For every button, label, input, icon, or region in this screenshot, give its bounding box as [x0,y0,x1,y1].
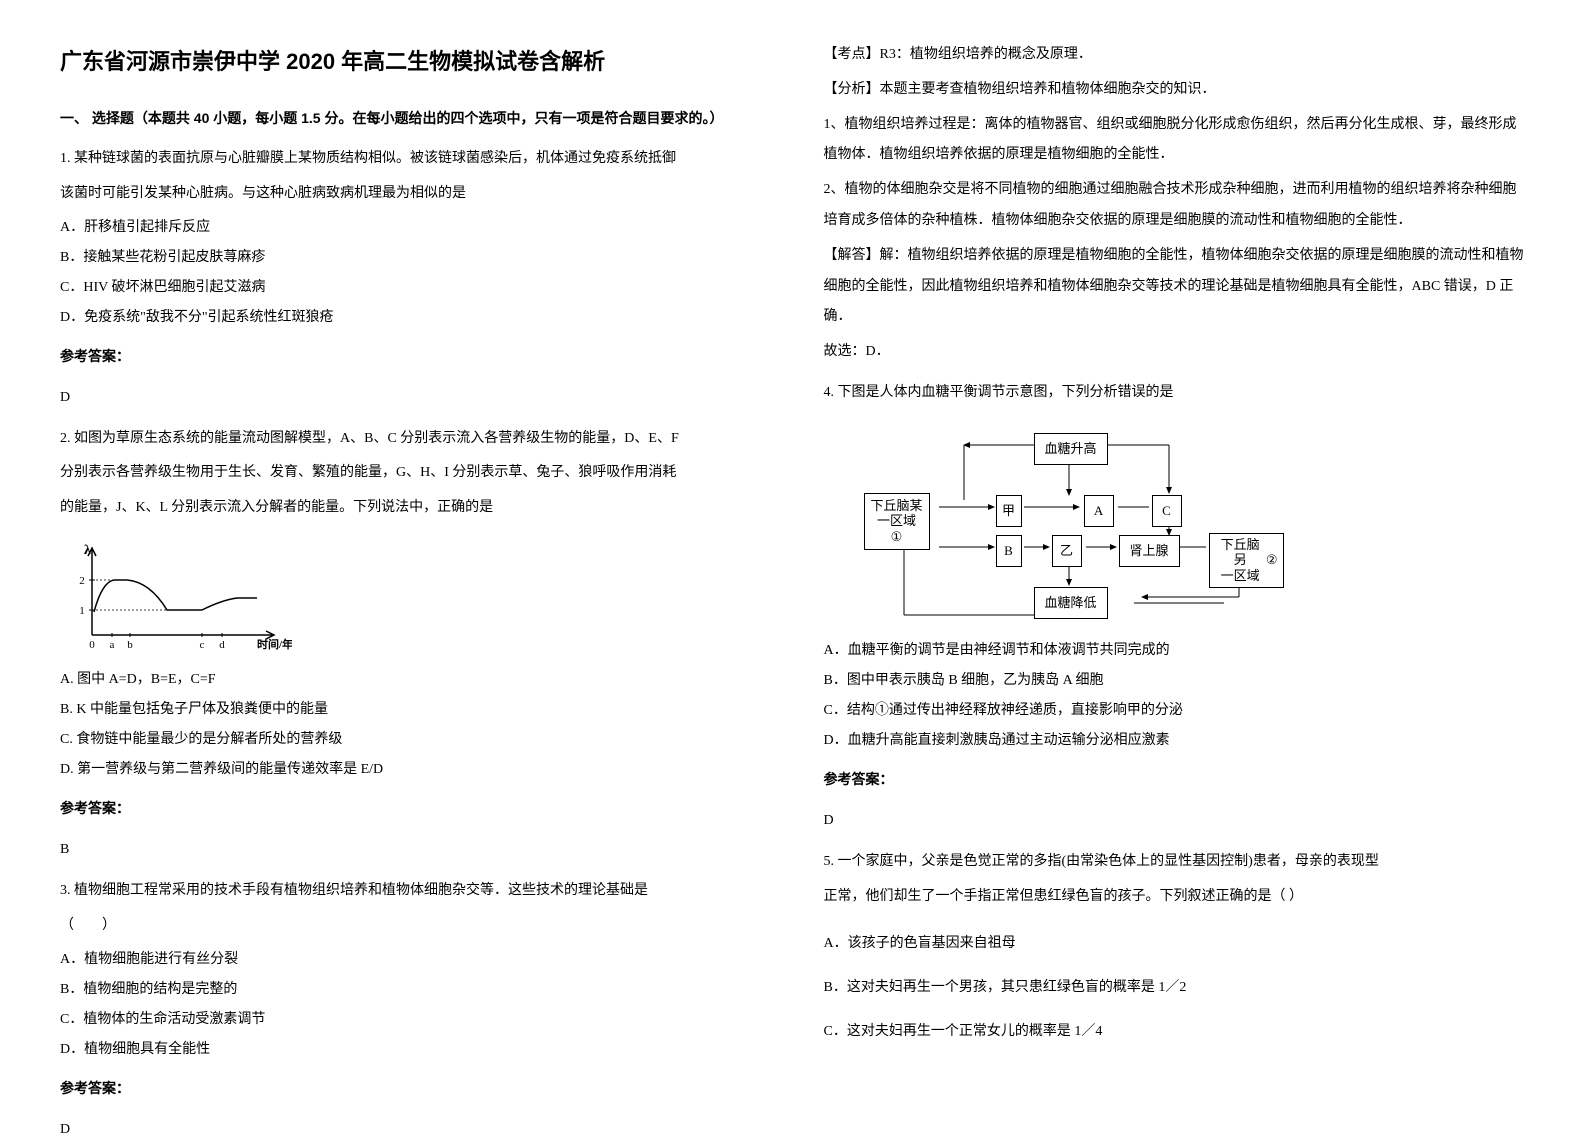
q2-chart-svg: 1 2 λ 0 a b c d 时间/年 [72,540,292,660]
q4-answer: D [824,807,1528,835]
q3-answer-label: 参考答案： [60,1074,764,1102]
diagram-box-yi: 乙 [1052,535,1082,567]
q4-option-a: A．血糖平衡的调节是由神经调节和体液调节共同完成的 [824,637,1528,665]
q4-stem: 4. 下图是人体内血糖平衡调节示意图，下列分析错误的是 [824,378,1528,409]
analysis-p1: 1、植物组织培养过程是：离体的植物器官、组织或细胞脱分化形成愈伤组织，然后再分化… [824,110,1528,172]
analysis-jieda2: 故选：D． [824,337,1528,368]
q5-option-b: B．这对夫妇再生一个男孩，其只患红绿色盲的概率是 1／2 [824,974,1528,1002]
q5-option-c: C．这对夫妇再生一个正常女儿的概率是 1／4 [824,1018,1528,1046]
q4-option-b: B．图中甲表示胰岛 B 细胞，乙为胰岛 A 细胞 [824,667,1528,695]
q2-stem1: 2. 如图为草原生态系统的能量流动图解模型，A、B、C 分别表示流入各营养级生物… [60,424,764,455]
q4-option-c: C．结构①通过传出神经释放神经递质，直接影响甲的分泌 [824,697,1528,725]
diagram-box-bottom: 血糖降低 [1034,587,1108,619]
q3-stem2: （ ） [60,911,764,942]
q5-option-a: A．该孩子的色盲基因来自祖母 [824,930,1528,958]
svg-text:a: a [110,639,115,651]
q2-chart: 1 2 λ 0 a b c d 时间/年 [72,540,764,660]
svg-text:时间/年: 时间/年 [257,637,292,651]
q3-option-b: B．植物细胞的结构是完整的 [60,976,764,1004]
q1-option-c: C．HIV 破坏淋巴细胞引起艾滋病 [60,274,764,302]
diagram-box-a: A [1084,495,1114,527]
q2-option-a: A. 图中 A=D，B=E，C=F [60,666,764,694]
q1-stem2: 该菌时可能引发某种心脏病。与这种心脏病致病机理最为相似的是 [60,179,764,210]
diagram-box-right: 下丘脑另一区域② [1209,533,1284,588]
q2-option-b: B. K 中能量包括兔子尸体及狼粪便中的能量 [60,696,764,724]
diagram-box-b: B [996,535,1022,567]
q3-option-a: A．植物细胞能进行有丝分裂 [60,946,764,974]
q4-option-d: D．血糖升高能直接刺激胰岛通过主动运输分泌相应激素 [824,727,1528,755]
q3-option-c: C．植物体的生命活动受激素调节 [60,1006,764,1034]
section-header: 一、 选择题（本题共 40 小题，每小题 1.5 分。在每小题给出的四个选项中，… [60,104,764,132]
diagram-box-c: C [1152,495,1182,527]
q1-answer-label: 参考答案： [60,342,764,370]
diagram-box-left: 下丘脑某一区域① [864,493,930,550]
svg-text:c: c [200,639,205,651]
q1-option-b: B．接触某些花粉引起皮肤荨麻疹 [60,244,764,272]
analysis-jieda1: 【解答】解：植物组织培养依据的原理是植物细胞的全能性，植物体细胞杂交依据的原理是… [824,241,1528,333]
document-title: 广东省河源市崇伊中学 2020 年高二生物模拟试卷含解析 [60,40,764,84]
q1-answer: D [60,384,764,412]
svg-text:d: d [219,639,225,651]
diagram-box-top: 血糖升高 [1034,433,1108,465]
q2-option-c: C. 食物链中能量最少的是分解者所处的营养级 [60,726,764,754]
q4-diagram: 血糖升高 下丘脑某一区域① 甲 A C B 乙 肾上腺 下丘脑另一区域② 血糖降… [864,425,1528,625]
q3-option-d: D．植物细胞具有全能性 [60,1036,764,1064]
svg-text:λ: λ [84,543,91,558]
analysis-p2: 2、植物的体细胞杂交是将不同植物的细胞通过细胞融合技术形成杂种细胞，进而利用植物… [824,175,1528,237]
q2-stem2: 分别表示各营养级生物用于生长、发育、繁殖的能量，G、H、I 分别表示草、兔子、狼… [60,458,764,489]
right-column: 【考点】R3：植物组织培养的概念及原理． 【分析】本题主要考查植物组织培养和植物… [824,40,1528,1082]
q2-answer-label: 参考答案： [60,794,764,822]
left-column: 广东省河源市崇伊中学 2020 年高二生物模拟试卷含解析 一、 选择题（本题共 … [60,40,764,1082]
svg-text:b: b [127,639,133,651]
diagram-box-jia: 甲 [996,495,1022,527]
diagram-box-shen: 肾上腺 [1119,535,1180,567]
q3-answer: D [60,1116,764,1144]
q3-stem1: 3. 植物细胞工程常采用的技术手段有植物组织培养和植物体细胞杂交等．这些技术的理… [60,876,764,907]
svg-text:1: 1 [79,605,85,617]
analysis-kaodian: 【考点】R3：植物组织培养的概念及原理． [824,40,1528,71]
analysis-fenxi: 【分析】本题主要考查植物组织培养和植物体细胞杂交的知识． [824,75,1528,106]
svg-text:2: 2 [79,575,85,587]
q2-option-d: D. 第一营养级与第二营养级间的能量传递效率是 E/D [60,756,764,784]
q4-answer-label: 参考答案： [824,765,1528,793]
q1-option-a: A．肝移植引起排斥反应 [60,214,764,242]
q1-option-d: D．免疫系统"敌我不分"引起系统性红斑狼疮 [60,304,764,332]
q1-stem1: 1. 某种链球菌的表面抗原与心脏瓣膜上某物质结构相似。被该链球菌感染后，机体通过… [60,144,764,175]
q5-stem2: 正常，他们却生了一个手指正常但患红绿色盲的孩子。下列叙述正确的是（ ） [824,882,1528,913]
q5-stem1: 5. 一个家庭中，父亲是色觉正常的多指(由常染色体上的显性基因控制)患者，母亲的… [824,847,1528,878]
q2-answer: B [60,836,764,864]
svg-text:0: 0 [89,639,95,651]
q2-stem3: 的能量，J、K、L 分别表示流入分解者的能量。下列说法中，正确的是 [60,493,764,524]
